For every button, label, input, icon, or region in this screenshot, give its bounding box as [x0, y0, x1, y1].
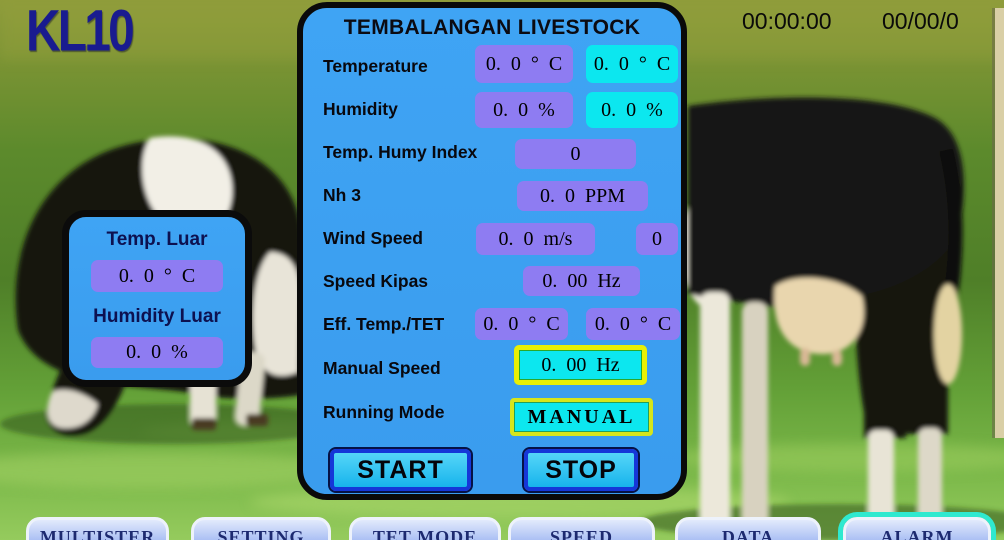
fence-post [992, 8, 1004, 438]
temperature-label: Temperature [323, 56, 428, 76]
nav-speed-boost-button[interactable]: SPEED BOOST [508, 517, 655, 540]
wind-speed-label: Wind Speed [323, 228, 423, 248]
eff-temp-display-1: 0. 0 ° C [475, 308, 568, 340]
running-mode-toggle[interactable]: MANUAL [510, 398, 653, 436]
nav-tet-mode-button[interactable]: TET MODE [349, 517, 501, 540]
humidity-label: Humidity [323, 99, 398, 119]
stop-button[interactable]: STOP [524, 449, 638, 491]
nh3-display: 0. 0 PPM [517, 181, 648, 211]
wind-speed-display-2: 0 [636, 223, 678, 255]
outdoor-humidity-display: 0. 0 % [91, 337, 223, 368]
temp-humy-index-label: Temp. Humy Index [323, 142, 478, 162]
humidity-display-2: 0. 0 % [586, 92, 678, 128]
outdoor-panel: Temp. Luar 0. 0 ° C Humidity Luar 0. 0 % [62, 210, 252, 387]
outdoor-humidity-label: Humidity Luar [93, 306, 221, 327]
running-mode-label: Running Mode [323, 402, 445, 422]
manual-speed-input[interactable]: 0. 00 Hz [514, 345, 647, 385]
nav-multister-button[interactable]: MULTISTER [26, 517, 169, 540]
panel-title: TEMBALANGAN LIVESTOCK [343, 16, 641, 39]
temperature-display-1: 0. 0 ° C [475, 45, 573, 83]
eff-temp-display-2: 0. 0 ° C [586, 308, 680, 340]
nav-data-button[interactable]: DATA [675, 517, 821, 540]
system-date: 00/00/0 [882, 8, 959, 34]
nav-alarm-button[interactable]: ALARM [843, 517, 991, 540]
temperature-display-2: 0. 0 ° C [586, 45, 678, 83]
wind-speed-display: 0. 0 m/s [476, 223, 595, 255]
speed-kipas-display: 0. 00 Hz [523, 266, 640, 296]
speed-kipas-label: Speed Kipas [323, 271, 429, 291]
outdoor-temp-display: 0. 0 ° C [91, 260, 223, 292]
outdoor-temp-label: Temp. Luar [106, 229, 208, 250]
system-time: 00:00:00 [742, 8, 832, 34]
main-panel: TEMBALANGAN LIVESTOCK Temperature 0. 0 °… [297, 2, 687, 500]
brand-logo: KL10 [26, 0, 135, 65]
right-cow-illustration [640, 97, 1004, 540]
temp-humy-index-display: 0 [515, 139, 636, 169]
nh3-label: Nh 3 [323, 185, 361, 205]
humidity-display-1: 0. 0 % [475, 92, 573, 128]
eff-temp-label: Eff. Temp./TET [323, 314, 445, 334]
start-button[interactable]: START [330, 449, 471, 491]
nav-setting-button[interactable]: SETTING [191, 517, 331, 540]
manual-speed-label: Manual Speed [323, 358, 441, 378]
